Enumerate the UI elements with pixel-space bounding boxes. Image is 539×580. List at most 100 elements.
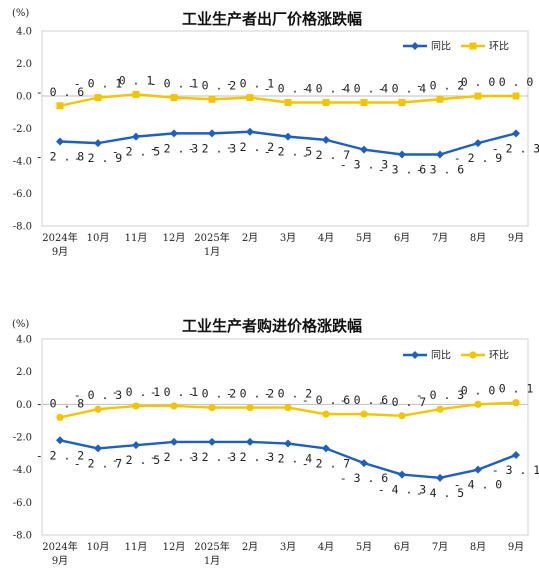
x-tick-label: 8月 [470,232,486,244]
data-label: - 2 . 3 [226,450,275,464]
chart-title: 工业生产者购进价格涨跌幅 [182,317,362,335]
data-label: - 0 . 2 [264,387,312,401]
data-point [246,437,254,446]
x-tick-label: 7月 [432,232,448,244]
y-tick-label: -2.0 [13,433,32,444]
data-point [436,95,444,103]
y-tick-label: 0.0 [16,92,32,103]
data-point [132,132,140,141]
data-label: - 2 . 3 [188,141,237,155]
legend-marker [469,42,477,50]
data-point [94,94,102,102]
data-point [56,102,64,110]
x-tick-label: 2025年 [194,540,229,553]
data-label: - 0 . 1 [74,77,123,91]
data-label: - 0 . 3 [74,388,123,402]
data-label: - 3 . 6 [340,471,389,485]
x-tick-label: 2月 [242,541,258,553]
plot-area-border [41,338,529,536]
chart-panel-2: 工业生产者购进价格涨跌幅 (%) 4.0 2.0 0.0 -2.0 -4.0 -6.0 -8.0… [12,317,539,567]
y-tick-label: -4.0 [13,157,32,168]
plot-area-border [41,30,529,227]
data-point [284,99,292,106]
data-label: - 0 . 8 [36,396,85,410]
data-point [398,150,406,159]
data-label: - 0 . 7 [378,395,427,409]
data-label: - 0 . 4 [302,82,351,96]
data-point [398,412,406,420]
x-tick-label: 4月 [318,541,334,553]
legend-label: 同比 [431,41,451,53]
data-point [56,436,64,445]
y-unit-label: (%) [12,319,29,330]
y-tick-label: 0.0 [16,400,32,411]
data-point [208,129,216,138]
data-label: - 3 . 6 [416,163,465,177]
x-tick-label: 9月 [52,555,68,567]
data-label: - 4 . 0 [454,478,503,492]
data-point [94,405,102,413]
data-label: - 0 . 4 [340,82,389,96]
data-label: - 2 . 7 [302,148,351,162]
legend-marker [411,351,419,359]
data-point [474,465,482,474]
x-tick-label: 10月 [87,232,110,244]
data-label: - 0 . 2 [226,387,274,401]
data-label: 0 . 0 [499,75,534,89]
data-point [512,399,520,407]
data-point [284,404,292,412]
x-tick-label: 10月 [87,541,110,553]
data-label: - 0 . 2 [188,387,236,401]
chart-title: 工业生产者出厂价格涨跌幅 [182,10,362,28]
chart-panel-1: 工业生产者出厂价格涨跌幅 (%) 4.0 2.0 0.0 -2.0 -4.0 -6.0 -8.0… [12,8,539,258]
data-label: - 2 . 2 [226,140,274,154]
y-tick-label: -8.0 [13,222,32,233]
data-label: - 2 . 3 [150,450,199,464]
data-point [132,90,140,98]
x-tick-label: 9月 [508,232,524,244]
x-tick-label: 11月 [125,541,148,553]
data-point [360,410,368,418]
data-point [94,444,102,453]
data-label: - 2 . 4 [264,452,313,466]
data-point [170,94,178,102]
data-label: - 2 . 3 [188,450,237,464]
x-tick-label: 11月 [125,232,148,244]
data-point [132,402,140,410]
x-tick-label: 8月 [470,541,486,553]
x-tick-label: 2月 [242,232,258,244]
data-label: 0 . 1 [499,382,534,396]
data-point [56,413,64,421]
data-point [436,473,444,482]
data-point [284,439,292,448]
data-point [360,459,368,468]
x-tick-label: 12月 [163,232,186,244]
data-point [322,99,330,106]
data-point [94,139,102,148]
data-point [398,99,406,106]
data-point [474,139,482,148]
data-label: - 0 . 2 [416,78,464,92]
data-label: - 2 . 5 [112,453,160,467]
data-point [360,99,368,106]
y-tick-label: 2.0 [16,367,32,378]
data-point [170,129,178,138]
data-point [322,444,330,453]
data-point [208,437,216,446]
data-label: 0 . 1 [119,73,154,87]
y-tick-label: 2.0 [16,59,32,70]
data-label: - 2 . 3 [492,141,539,155]
x-tick-label: 3月 [280,232,296,244]
x-tick-label: 1月 [204,555,220,567]
legend-label: 同比 [431,350,451,362]
legend-label: 环比 [489,41,509,53]
data-point [474,400,482,408]
data-point [246,127,254,136]
x-tick-label: 2024年 [42,231,77,244]
data-label: - 0 . 1 [226,77,275,91]
x-tick-label: 2024年 [42,540,77,553]
x-tick-label: 9月 [508,541,524,553]
data-point [512,92,520,100]
data-label: - 0 . 1 [112,385,161,399]
